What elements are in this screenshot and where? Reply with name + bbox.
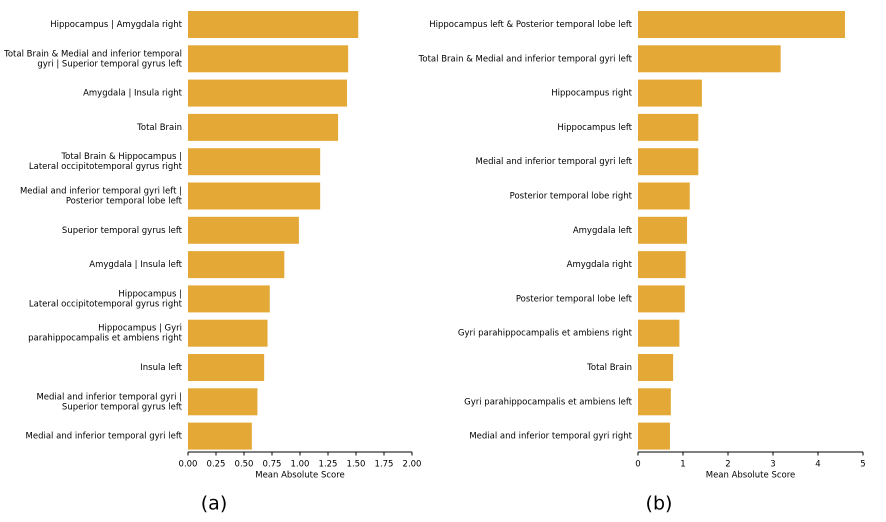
category-label-5-line-1: Medial and inferior temporal gyri left [476,157,633,167]
x-tick-label-9: 2.00 [403,460,422,470]
category-label-2-line-1: Total Brain & Medial and inferior tempor… [3,49,182,59]
bar-6 [638,182,690,210]
category-label-1-line-1: Hippocampus left & Posterior temporal lo… [429,20,632,30]
bar-12 [638,388,671,416]
category-label-12-line-1: Gyri parahippocampalis et ambiens left [464,397,633,407]
bar-11 [638,354,674,381]
category-label-7-line-1: Amygdala left [573,226,633,236]
bar-4 [638,113,699,141]
x-axis-label: Mean Absolute Score [706,471,796,481]
category-label-10-line-2: parahippocampalis et ambiens right [28,334,183,344]
category-label-5-line-1: Total Brain & Hippocampus | [60,152,182,162]
bar-7 [638,216,688,244]
bar-2 [188,45,349,73]
category-label-1-line-1: Hippocampus | Amygdala right [50,20,182,30]
bar-10 [188,319,268,347]
category-label-6-line-2: Posterior temporal lobe left [66,197,183,207]
x-tick-label-4: 3 [770,460,775,470]
category-label-11-line-1: Total Brain [586,363,632,373]
category-label-9-line-2: Lateral occipitotemporal gyrus right [29,299,183,309]
bar-1 [188,11,359,38]
bar-10 [638,319,680,347]
category-label-13-line-1: Medial and inferior temporal gyri left [26,432,183,442]
category-label-11-line-1: Insula left [140,363,182,373]
category-label-6-line-1: Posterior temporal lobe right [510,192,633,202]
bar-11 [188,354,265,381]
bar-3 [638,79,702,107]
bar-9 [638,285,685,313]
bar-5 [188,148,321,176]
category-label-4-line-1: Hippocampus left [557,123,632,133]
x-tick-label-6: 1.25 [319,460,338,470]
bar-13 [638,422,670,450]
chart-panel-b: Hippocampus left & Posterior temporal lo… [418,11,866,515]
category-label-3-line-1: Amygdala | Insula right [83,89,183,99]
category-label-8-line-1: Amygdala right [567,260,633,270]
bar-6 [188,182,321,210]
category-label-4-line-1: Total Brain [136,123,182,133]
x-tick-label-1: 0.00 [179,460,198,470]
x-tick-label-6: 5 [860,460,865,470]
category-label-5-line-2: Lateral occipitotemporal gyrus right [29,162,183,172]
x-axis-label: Mean Absolute Score [255,471,345,481]
category-label-8-line-1: Amygdala | Insula left [89,260,182,270]
chart-panel-a: Hippocampus | Amygdala right Total Brain … [3,11,421,515]
bar-1 [638,11,845,38]
category-label-13-line-1: Medial and inferior temporal gyri right [469,432,632,442]
category-label-6-line-1: Medial and inferior temporal gyri left | [20,187,182,197]
x-tick-label-5: 4 [815,460,820,470]
x-tick-label-2: 1 [680,460,685,470]
x-tick-label-2: 0.25 [207,460,226,470]
category-label-12-line-2: Superior temporal gyrus left [62,402,183,412]
category-label-7-line-1: Superior temporal gyrus left [62,226,183,236]
x-tick-label-8: 1.75 [375,460,394,470]
bar-12 [188,388,258,416]
panel-caption: (a) [201,493,227,515]
category-label-10-line-1: Hippocampus | Gyri [98,324,182,334]
x-tick-label-5: 1.00 [291,460,310,470]
bar-8 [188,251,285,279]
category-label-3-line-1: Hippocampus right [551,89,632,99]
bar-13 [188,422,252,450]
category-label-9-line-1: Posterior temporal lobe left [516,294,633,304]
x-tick-label-3: 2 [725,460,730,470]
x-tick-label-3: 0.50 [235,460,254,470]
bar-4 [188,113,339,141]
bar-7 [188,216,299,244]
panel-caption: (b) [646,493,673,515]
category-label-2-line-2: gyri | Superior temporal gyrus left [37,59,182,69]
bar-9 [188,285,270,313]
category-label-10-line-1: Gyri parahippocampalis et ambiens right [458,329,633,339]
bar-5 [638,148,699,176]
category-label-9-line-1: Hippocampus | [118,289,182,299]
bar-3 [188,79,348,107]
bar-2 [638,45,781,73]
x-tick-label-4: 0.75 [263,460,282,470]
category-label-12-line-1: Medial and inferior temporal gyri | [36,392,182,402]
x-tick-label-7: 1.50 [347,460,366,470]
x-tick-label-1: 0 [635,460,640,470]
category-label-2-line-1: Total Brain & Medial and inferior tempor… [418,54,633,64]
bar-8 [638,251,686,279]
